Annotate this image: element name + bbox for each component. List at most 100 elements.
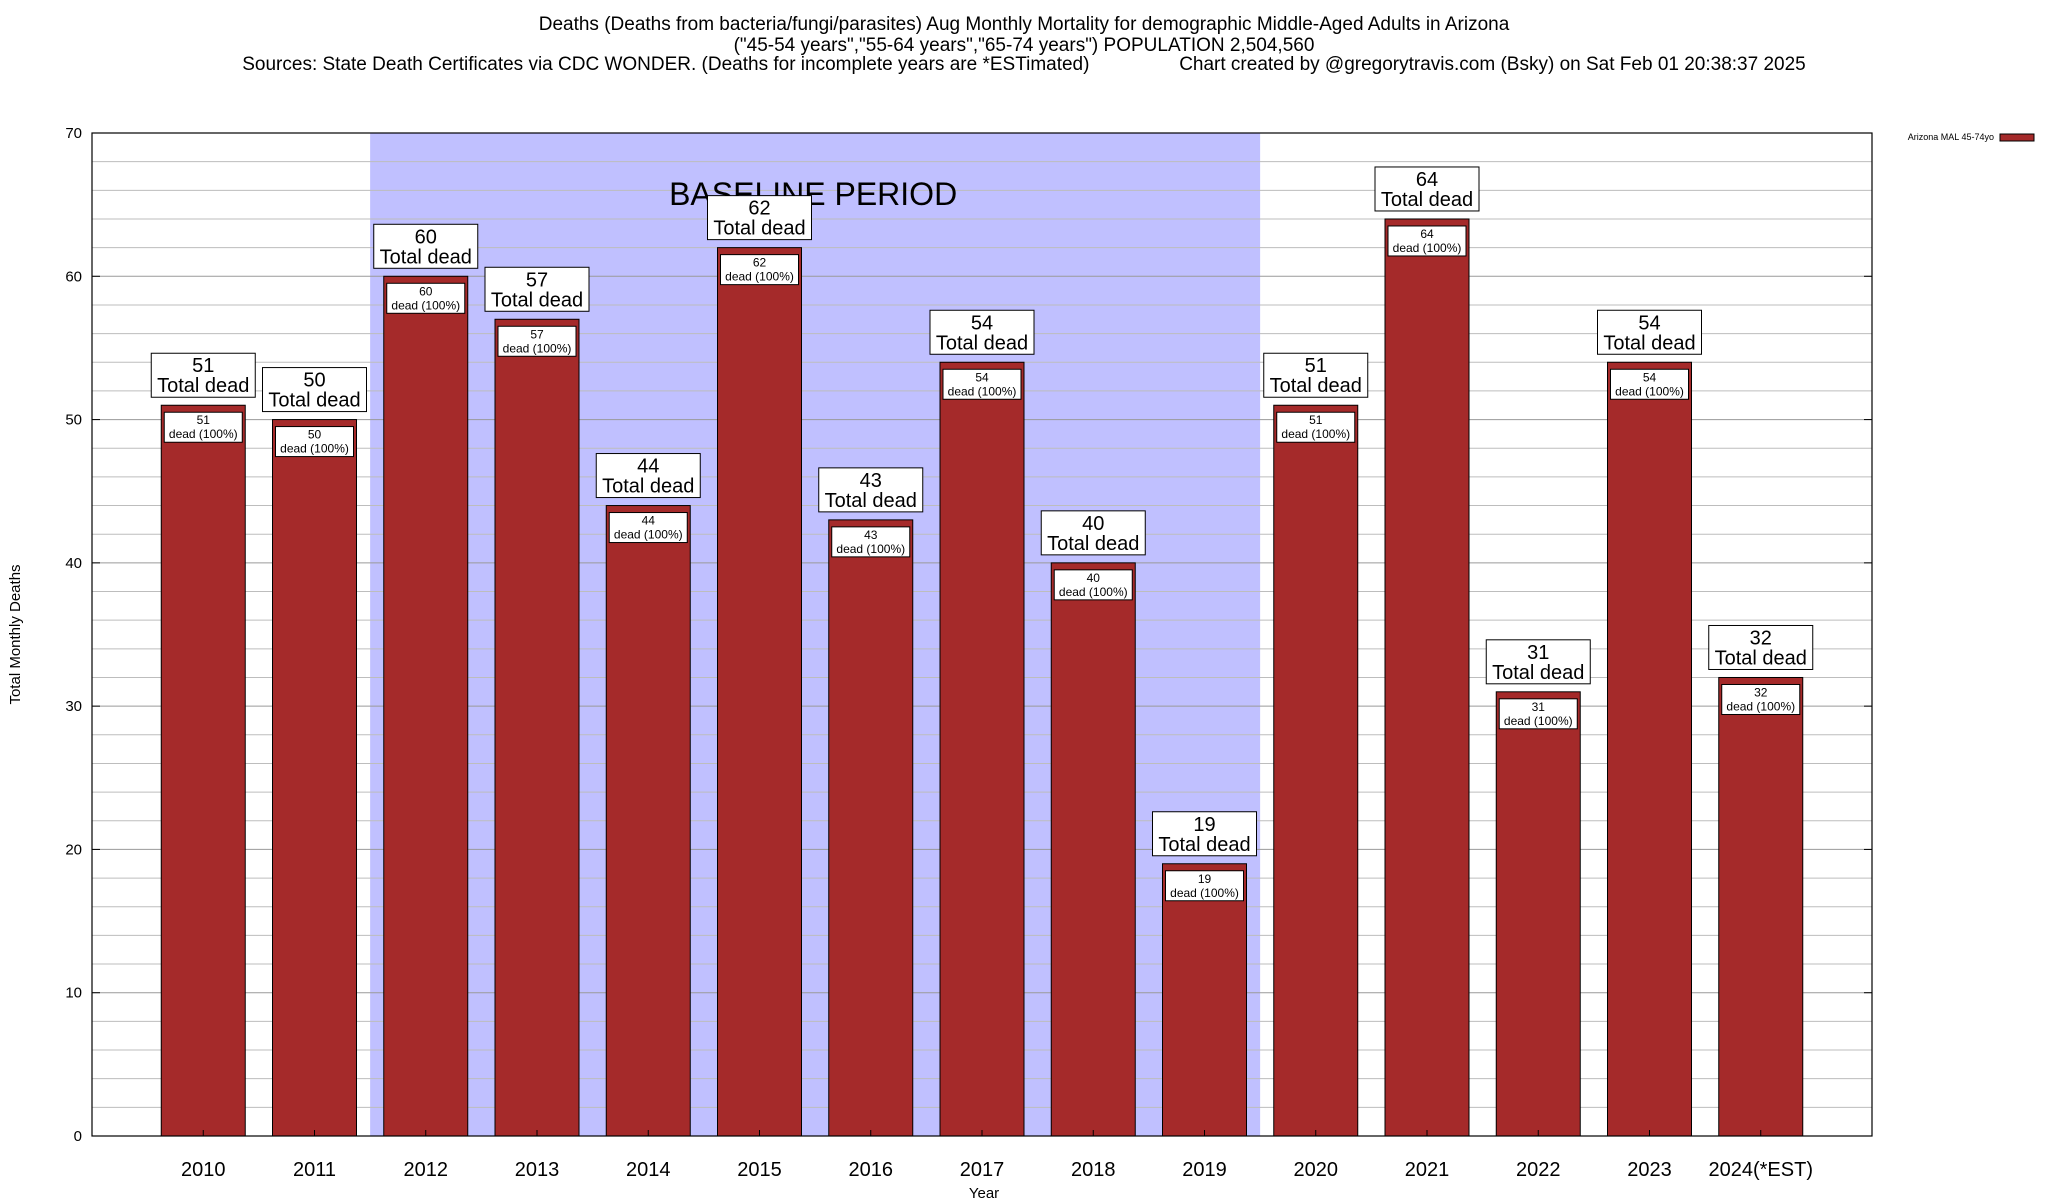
bar-top-label: Total dead xyxy=(713,218,805,240)
bar-top-value: 32 xyxy=(1750,627,1772,649)
bar-top-value: 31 xyxy=(1527,642,1549,664)
bar-top-label-box xyxy=(1597,309,1702,355)
bar xyxy=(383,275,469,1137)
bar-top-label: Total dead xyxy=(1047,533,1139,555)
bar-top-label: Total dead xyxy=(602,476,694,498)
bar-inner-value: 51 xyxy=(1309,413,1323,427)
bar xyxy=(494,318,580,1137)
bar-inner-label: dead (100%) xyxy=(1504,714,1573,728)
bar-inner-label: dead (100%) xyxy=(614,528,683,542)
bar-inner-value: 54 xyxy=(975,370,989,384)
bar-top-label: Total dead xyxy=(1715,647,1807,669)
bar xyxy=(1607,361,1692,1137)
bar-inner-value: 57 xyxy=(530,327,544,341)
bar-top-label-box xyxy=(1485,639,1591,685)
bar xyxy=(1495,691,1581,1137)
legend-swatch xyxy=(1999,133,2035,142)
bar-inner-label-box xyxy=(497,325,577,357)
bar-top-value: 19 xyxy=(1193,814,1215,836)
x-tick-label: 2022 xyxy=(1516,1159,1561,1181)
y-tick-label: 10 xyxy=(65,985,82,1002)
bar-inner-label: dead (100%) xyxy=(280,442,349,456)
bar-top-value: 51 xyxy=(1305,355,1327,377)
bar-inner-label: dead (100%) xyxy=(1170,886,1239,900)
chart-title-line-2: ("45-54 years","55-64 years","65-74 year… xyxy=(733,35,1315,56)
chart-title-line-3: Sources: State Death Certificates via CD… xyxy=(242,54,1806,75)
bar-top-label-box xyxy=(1708,624,1814,670)
bar-inner-label-box xyxy=(720,254,799,286)
bar-top-value: 64 xyxy=(1416,169,1438,191)
bar xyxy=(160,404,246,1137)
y-tick-label: 20 xyxy=(65,841,82,858)
bar xyxy=(1050,562,1136,1137)
chart-title-line-1: Deaths (Deaths from bacteria/fungi/paras… xyxy=(538,14,1510,35)
bar-top-label-box xyxy=(150,352,256,398)
x-tick-label: 2015 xyxy=(737,1159,782,1181)
bar xyxy=(272,419,357,1137)
bar-inner-label-box xyxy=(608,512,688,544)
bar-top-label-box xyxy=(262,367,367,413)
bar-top-value: 57 xyxy=(526,269,548,291)
bar-inner-label-box xyxy=(1276,411,1356,443)
bar-top-label-box xyxy=(1040,510,1146,556)
bar xyxy=(828,519,914,1137)
x-tick-label: 2016 xyxy=(849,1159,894,1181)
bar-inner-value: 40 xyxy=(1087,571,1101,585)
x-tick-label: 2018 xyxy=(1071,1159,1116,1181)
bar-top-value: 44 xyxy=(637,456,659,478)
x-axis-label: Year xyxy=(969,1185,999,1200)
y-tick-label: 50 xyxy=(65,412,82,429)
bar-inner-value: 43 xyxy=(864,528,878,542)
bar-inner-label: dead (100%) xyxy=(169,427,238,441)
bar xyxy=(1718,676,1804,1137)
bar-top-label: Total dead xyxy=(1158,834,1250,856)
legend-label: Arizona MAL 45-74yo xyxy=(1908,132,1994,142)
y-tick-label: 60 xyxy=(65,268,82,285)
bar-inner-label: dead (100%) xyxy=(1059,585,1128,599)
bar-top-value: 43 xyxy=(860,470,882,492)
bar-inner-label: dead (100%) xyxy=(391,298,460,312)
bar-top-value: 40 xyxy=(1082,513,1104,535)
bar-inner-label-box xyxy=(1053,569,1133,601)
bar-inner-value: 64 xyxy=(1420,227,1434,241)
bar-inner-label-box xyxy=(386,282,466,314)
bar-inner-label: dead (100%) xyxy=(948,384,1017,398)
bar xyxy=(1273,404,1359,1137)
legend: Arizona MAL 45-74yo xyxy=(1908,132,2035,142)
bar-inner-value: 19 xyxy=(1198,872,1212,886)
bar-top-label-box xyxy=(929,309,1035,355)
bar-inner-value: 60 xyxy=(419,284,433,298)
bar xyxy=(1162,863,1247,1137)
bar-inner-label: dead (100%) xyxy=(1393,241,1462,255)
x-tick-label: 2011 xyxy=(293,1159,336,1181)
bar-inner-label: dead (100%) xyxy=(503,341,572,355)
bar-top-label-box xyxy=(595,453,701,499)
y-tick-label: 40 xyxy=(65,555,82,572)
bar-top-label: Total dead xyxy=(1492,662,1584,684)
y-tick-label: 70 xyxy=(65,125,82,142)
y-tick-label: 30 xyxy=(65,698,82,715)
bar-inner-label: dead (100%) xyxy=(725,270,794,284)
bar-top-label-box xyxy=(373,223,479,269)
bar-inner-value: 32 xyxy=(1754,685,1768,699)
bar-inner-label: dead (100%) xyxy=(836,542,905,556)
bar-top-label: Total dead xyxy=(936,332,1028,354)
bar-top-label-box xyxy=(707,195,812,241)
bar-top-label-box xyxy=(484,266,590,312)
y-axis-label: Total Monthly Deaths xyxy=(7,564,24,704)
x-tick-label: 2012 xyxy=(404,1159,449,1181)
y-tick-label: 0 xyxy=(74,1128,82,1145)
bar-inner-value: 44 xyxy=(642,514,656,528)
bar-top-label-box xyxy=(1152,811,1257,857)
